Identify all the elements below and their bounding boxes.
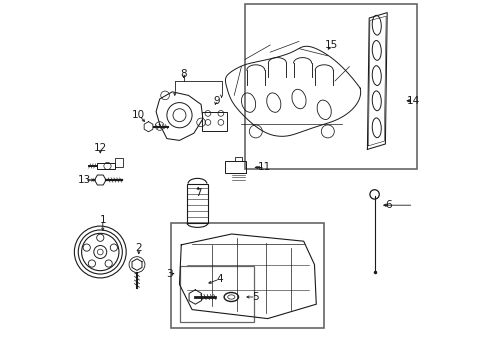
Text: 4: 4 — [217, 274, 223, 284]
Text: 10: 10 — [132, 110, 146, 120]
Bar — [97, 163, 116, 169]
Text: 14: 14 — [407, 96, 420, 106]
Text: 5: 5 — [252, 292, 259, 302]
Text: 3: 3 — [166, 269, 172, 279]
Circle shape — [98, 249, 103, 255]
Text: 9: 9 — [213, 96, 220, 106]
Bar — [180, 266, 254, 322]
Text: 2: 2 — [136, 243, 142, 253]
Text: 1: 1 — [99, 215, 106, 225]
Text: 15: 15 — [325, 40, 338, 50]
Text: 6: 6 — [386, 200, 392, 210]
Bar — [187, 184, 208, 223]
Bar — [116, 158, 123, 167]
Text: 7: 7 — [195, 188, 201, 198]
Bar — [225, 161, 246, 173]
Text: 8: 8 — [180, 69, 187, 79]
Text: 13: 13 — [78, 175, 92, 185]
Bar — [171, 223, 324, 328]
Bar — [202, 112, 227, 131]
Bar — [245, 4, 417, 169]
Text: 12: 12 — [94, 143, 107, 153]
Text: 11: 11 — [258, 162, 271, 172]
